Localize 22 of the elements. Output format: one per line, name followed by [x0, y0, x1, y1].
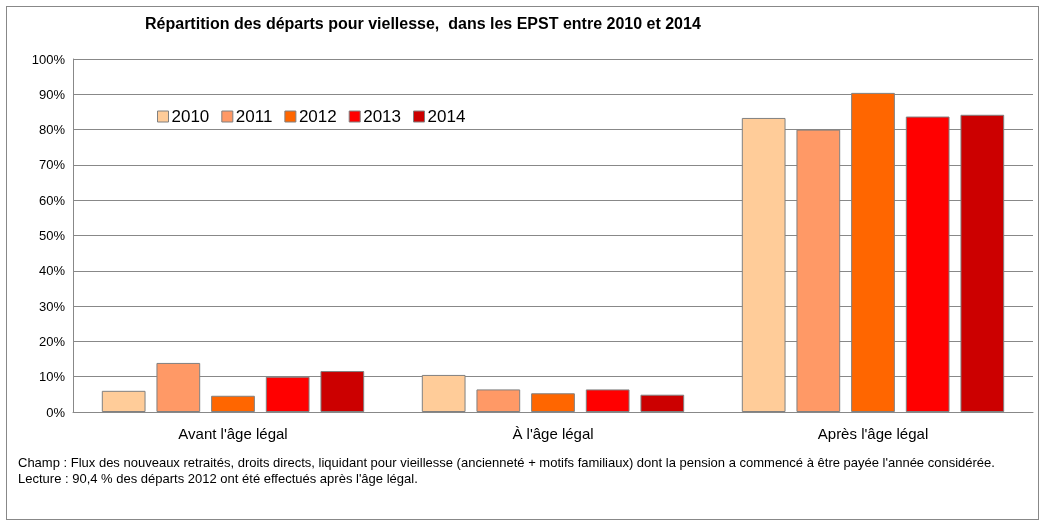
x-tick-label: Après l'âge légal [817, 425, 929, 442]
text: Lecture : 90,4 % des départs 2012 ont été effectués après l'âge légal. [18, 471, 419, 487]
x-tick-label: À l'âge légal [512, 425, 594, 442]
y-tick-label: 60% [38, 192, 66, 208]
y-tick-label: 0% [46, 404, 66, 420]
y-tick-label: 30% [38, 298, 66, 314]
y-tick-label: 80% [38, 122, 66, 138]
y-tick-label: 20% [38, 333, 66, 349]
y-tick-label: 100% [31, 51, 66, 67]
y-tick-label: 40% [38, 263, 66, 279]
legend-label: 2010 [171, 107, 210, 126]
legend-label: 2014 [427, 107, 466, 126]
x-tick-label: Avant l'âge légal [178, 425, 288, 442]
y-tick-label: 90% [38, 86, 66, 102]
text: Champ : Flux des nouveaux retraités, droits directs, liquidant pour vieillesse (ancienneté + motifs familiaux) dont la pension a commencé à être payée l'année considérée. [18, 455, 996, 471]
y-tick-label: 10% [38, 369, 66, 385]
legend-label: 2013 [363, 107, 402, 126]
chart-title: Répartition des départs pour viellesse, dans les EPST entre 2010 et 2014 [145, 14, 701, 32]
legend-label: 2012 [298, 107, 337, 126]
y-tick-label: 50% [38, 228, 66, 243]
y-tick-label: 70% [38, 157, 66, 173]
legend-label: 2011 [235, 107, 273, 126]
